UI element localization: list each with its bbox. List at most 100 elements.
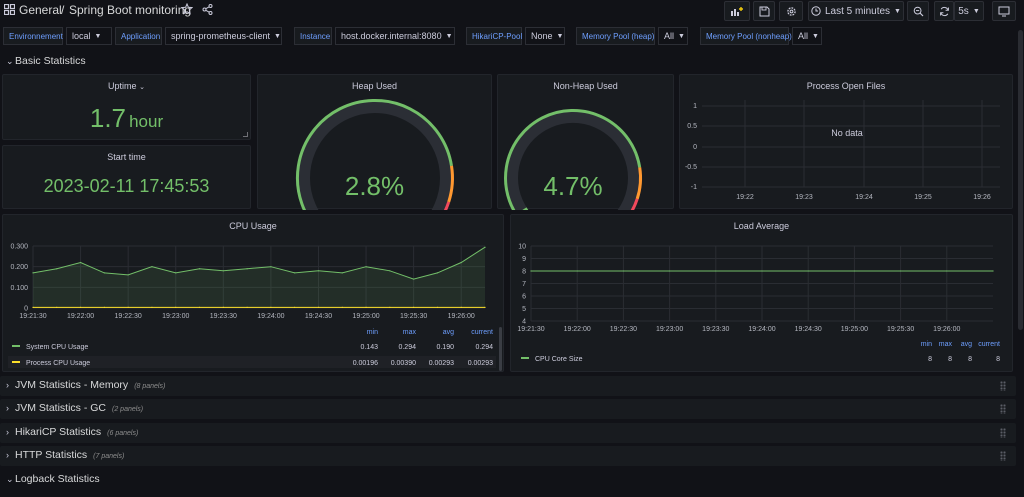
x-tick-label: 19:26:00 — [933, 326, 960, 333]
variable-label-memory-heap: Memory Pool (heap) — [576, 27, 655, 45]
row-panel-count: (7 panels) — [93, 453, 125, 460]
drag-handle-icon[interactable] — [1000, 428, 1006, 438]
row-jvm-gc[interactable]: › JVM Statistics - GC (2 panels) — [0, 399, 1016, 419]
nonheap-used-value: 4.7% — [543, 171, 603, 201]
legend-header-min: min — [921, 341, 932, 348]
data-point — [715, 270, 717, 272]
panel-heap-used[interactable]: Heap Used 2.8% — [257, 74, 492, 210]
y-tick-label: -0.5 — [685, 164, 697, 171]
row-basic-statistics[interactable]: ⌄Basic Statistics — [6, 55, 86, 67]
no-data-label: No data — [831, 128, 863, 138]
star-icon[interactable] — [180, 2, 194, 18]
series-line — [32, 246, 486, 280]
chevron-right-icon: › — [6, 427, 9, 437]
data-point — [103, 272, 105, 274]
page-scrollbar[interactable] — [1018, 30, 1023, 330]
refresh-interval-label: 5s — [958, 5, 969, 17]
legend-scrollbar[interactable] — [499, 327, 502, 371]
y-tick-label: 4 — [522, 319, 526, 326]
panel-process-open-files[interactable]: Process Open Files 1 0.5 0 -0.5 -1 19:22… — [679, 74, 1013, 209]
save-dashboard-button[interactable] — [753, 1, 775, 21]
gauge-threshold — [630, 198, 639, 210]
variable-value: spring-prometheus-client — [171, 31, 271, 41]
panel-nonheap-used[interactable]: Non-Heap Used 4.7% — [497, 74, 674, 210]
legend-label-cpu-core-size[interactable]: CPU Core Size — [535, 356, 583, 363]
share-icon[interactable] — [202, 4, 213, 18]
y-tick-label: 0.200 — [10, 264, 28, 271]
data-point — [317, 306, 320, 308]
dashboard-settings-button[interactable] — [779, 1, 803, 21]
variable-select-hikari-pool[interactable]: None ▼ — [525, 27, 565, 45]
refresh-button[interactable] — [934, 1, 954, 21]
save-icon — [759, 6, 769, 16]
data-point — [853, 270, 855, 272]
data-point — [270, 306, 272, 308]
data-point — [436, 272, 439, 274]
data-point — [79, 261, 82, 264]
row-http[interactable]: › HTTP Statistics (7 panels) — [0, 446, 1016, 466]
variable-value: host.docker.internal:8080 — [341, 31, 442, 41]
row-logback[interactable]: ⌄Logback Statistics — [6, 473, 100, 485]
zoom-out-button[interactable] — [907, 1, 929, 21]
panel-load-average[interactable]: Load Average 10 9 8 7 6 5 4 19:21:30 19:22:00 19:… — [510, 214, 1013, 372]
panel-start-time[interactable]: Start time 2023-02-11 17:45:53 — [2, 145, 251, 209]
data-point — [365, 266, 367, 268]
drag-handle-icon[interactable] — [1000, 451, 1006, 461]
data-point — [294, 272, 296, 274]
variable-select-memory-nonheap[interactable]: All ▼ — [792, 27, 822, 45]
row-panel-count: (6 panels) — [107, 430, 139, 437]
variable-select-application[interactable]: spring-prometheus-client ▼ — [165, 27, 282, 45]
breadcrumb-separator: / — [61, 3, 65, 17]
x-tick-label: 19:25:30 — [887, 326, 914, 333]
dashboard-title[interactable]: Spring Boot monitoring — [69, 3, 192, 17]
dashboards-grid-icon[interactable] — [3, 3, 16, 18]
heap-gauge — [295, 98, 454, 210]
tv-mode-button[interactable] — [992, 1, 1016, 21]
y-tick-label: -1 — [691, 184, 697, 191]
variable-select-instance[interactable]: host.docker.internal:8080 ▼ — [335, 27, 455, 45]
legend-label-process-cpu[interactable]: Process CPU Usage — [26, 360, 90, 367]
y-tick-label: 0.300 — [10, 244, 28, 251]
panel-cpu-usage[interactable]: CPU Usage 0.300 0.200 0.100 0 19:21:30 19:22:… — [2, 214, 504, 372]
data-point — [341, 306, 343, 308]
chevron-down-icon: ⌄ — [6, 474, 14, 484]
data-point — [175, 272, 177, 274]
x-tick-label: 19:22 — [736, 194, 754, 201]
variable-label-instance: Instance — [294, 27, 332, 45]
open-files-chart: 1 0.5 0 -0.5 -1 19:22 19:23 19:24 19:25 … — [685, 100, 1000, 201]
legend-swatch-process-cpu — [12, 361, 20, 363]
resize-handle-icon[interactable] — [243, 132, 248, 137]
variable-select-environment[interactable]: local ▼ — [66, 27, 112, 45]
variable-value: All — [798, 31, 809, 41]
drag-handle-icon[interactable] — [1000, 381, 1006, 391]
refresh-interval-picker[interactable]: 5s ▼ — [954, 1, 984, 21]
x-tick-label: 19:26 — [973, 194, 991, 201]
legend-label-system-cpu[interactable]: System CPU Usage — [26, 344, 88, 351]
data-point — [79, 306, 82, 308]
add-panel-button[interactable] — [724, 1, 750, 21]
x-tick-label: 19:24 — [855, 194, 873, 201]
variable-select-memory-heap[interactable]: All ▼ — [658, 27, 688, 45]
row-hikaricp[interactable]: › HikariCP Statistics (6 panels) — [0, 423, 1016, 443]
data-point — [761, 270, 763, 272]
start-time-value: 2023-02-11 17:45:53 — [43, 176, 210, 196]
y-tick-label: 0.5 — [687, 123, 697, 130]
top-navbar: General / Spring Boot monitoring Last 5 … — [0, 0, 1024, 24]
y-tick-label: 5 — [522, 306, 526, 313]
chevron-down-icon: ▼ — [894, 7, 901, 15]
x-tick-label: 19:23:00 — [656, 326, 683, 333]
legend-min: 8 — [928, 356, 932, 363]
data-point — [198, 268, 201, 270]
legend-header-max: max — [939, 341, 953, 348]
drag-handle-icon[interactable] — [1000, 404, 1006, 414]
data-point — [127, 306, 129, 308]
gauge-track — [504, 109, 642, 210]
panel-uptime[interactable]: Uptime ⌄ 1.7 hour — [2, 74, 251, 140]
row-jvm-memory[interactable]: › JVM Statistics - Memory (8 panels) — [0, 376, 1016, 396]
time-range-picker[interactable]: Last 5 minutes ▼ — [808, 1, 904, 21]
legend-max: 0.294 — [398, 344, 416, 351]
variable-value: None — [531, 31, 553, 41]
gauge-threshold — [635, 167, 642, 200]
y-tick-label: 10 — [518, 244, 526, 251]
breadcrumb-folder[interactable]: General — [19, 3, 62, 17]
